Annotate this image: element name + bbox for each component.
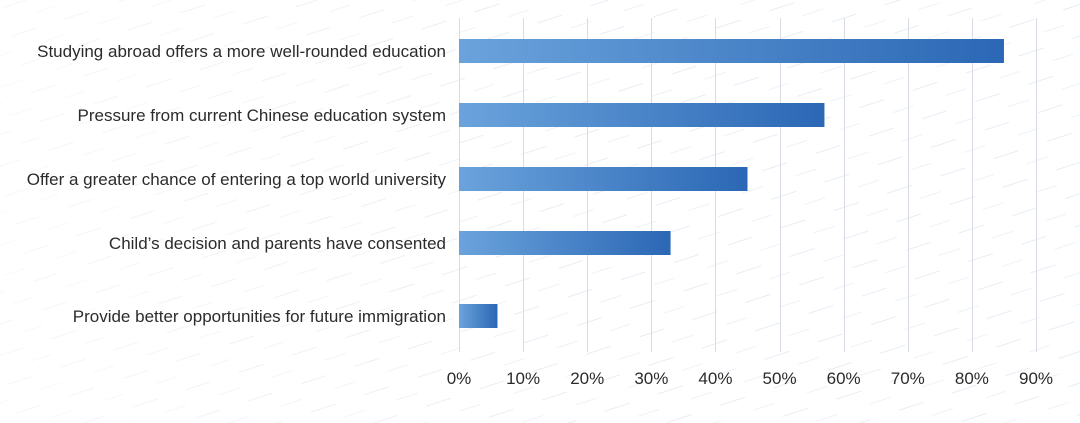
x-tick-label-70: 70%	[891, 369, 925, 388]
x-tick-label-80: 80%	[955, 369, 989, 388]
category-labels: Studying abroad offers a more well-round…	[27, 42, 447, 326]
bars	[459, 39, 1004, 328]
x-tick-label-40: 40%	[698, 369, 732, 388]
category-label-1: Studying abroad offers a more well-round…	[37, 42, 446, 61]
category-label-2: Pressure from current Chinese education …	[78, 106, 447, 125]
category-label-3: Offer a greater chance of entering a top…	[27, 170, 447, 189]
bar-2	[459, 103, 825, 127]
category-label-4: Child’s decision and parents have consen…	[109, 234, 446, 253]
bar-5	[459, 304, 498, 328]
x-tick-label-60: 60%	[827, 369, 861, 388]
x-axis-tick-labels: 0% 10% 20% 30% 40% 50% 60% 70% 80% 90%	[447, 369, 1053, 388]
bar-3	[459, 167, 748, 191]
bar-1	[459, 39, 1004, 63]
x-tick-label-10: 10%	[506, 369, 540, 388]
x-tick-label-20: 20%	[570, 369, 604, 388]
x-tick-label-30: 30%	[634, 369, 668, 388]
x-tick-label-50: 50%	[763, 369, 797, 388]
x-tick-label-90: 90%	[1019, 369, 1053, 388]
x-tick-label-0: 0%	[447, 369, 472, 388]
bar-4	[459, 231, 671, 255]
category-label-5: Provide better opportunities for future …	[73, 307, 446, 326]
